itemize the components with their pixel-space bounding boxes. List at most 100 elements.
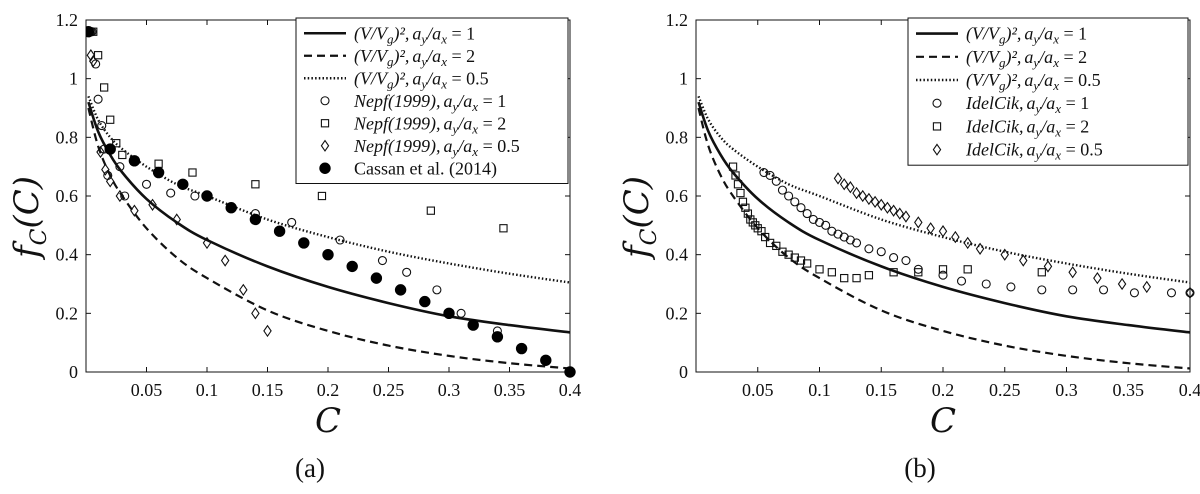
y-tick-label: 0.8 — [56, 127, 79, 147]
legend-text-main: (V/V — [966, 24, 1001, 45]
data-point — [467, 319, 479, 331]
x-axis-label: C — [315, 401, 341, 441]
legend-label: IdelCik, ay/ax = 2 — [965, 116, 1089, 139]
legend-text-sub: x — [1054, 148, 1061, 163]
data-point — [118, 150, 127, 160]
data-point — [1043, 260, 1053, 273]
legend-text-slash: /a — [426, 23, 441, 43]
legend-text-main: IdelCik, — [965, 93, 1023, 113]
legend-text-sub: g — [387, 31, 394, 46]
legend-entry: IdelCik, ay/ax = 0.5 — [932, 140, 1103, 163]
legend-entry: (V/Vg)², ay/ax = 0.5 — [304, 68, 489, 91]
data-point — [152, 166, 165, 179]
legend-label: Cassan et al. (2014) — [354, 158, 497, 179]
data-point — [141, 179, 152, 189]
plot-area — [86, 26, 576, 378]
data-point — [177, 178, 189, 190]
data-point — [765, 170, 775, 181]
x-tick-label: 0.25 — [989, 380, 1021, 400]
data-point — [346, 260, 358, 273]
legend-text-main: IdelCik, — [965, 140, 1023, 160]
data-point — [105, 175, 115, 188]
data-point — [540, 354, 552, 366]
x-tick-label: 0.3 — [1055, 380, 1078, 400]
data-point — [154, 159, 163, 168]
data-point — [777, 185, 788, 195]
legend-text-eq: = 1 — [478, 91, 506, 111]
data-point — [901, 210, 911, 223]
data-point — [765, 238, 775, 248]
data-point — [335, 235, 345, 245]
data-point — [963, 236, 972, 250]
legend-text-eq: = 0.5 — [1061, 140, 1103, 160]
legend-label: IdelCik, ay/ax = 0.5 — [965, 140, 1103, 163]
data-point — [322, 248, 334, 261]
legend-text-sub: x — [471, 99, 478, 114]
legend-text-sub: y — [1033, 148, 1041, 163]
legend-text-slash: /a — [1038, 47, 1053, 67]
series-circle-open — [759, 167, 1195, 298]
data-point — [748, 218, 757, 227]
legend-text-a: a — [443, 136, 452, 156]
data-point — [870, 195, 880, 209]
legend-text-slash: /a — [1040, 116, 1055, 136]
legend-marker-diamond-open — [932, 143, 942, 156]
legend-text-slash: /a — [1038, 70, 1053, 90]
x-tick-label: 0.1 — [808, 380, 831, 400]
legend-text-sub: y — [450, 121, 458, 136]
y-tick-label: 1 — [679, 69, 688, 89]
data-point — [93, 94, 103, 104]
data-point — [115, 162, 125, 172]
legend-box — [295, 17, 569, 184]
legend-text-main: (V/V — [966, 47, 1001, 68]
data-point — [796, 256, 806, 265]
legend-text-slash: /a — [1038, 24, 1053, 44]
data-point — [86, 49, 96, 62]
legend-marker-circle-open — [320, 96, 330, 106]
data-point — [1037, 285, 1047, 295]
data-point — [846, 181, 855, 194]
data-point — [975, 242, 985, 255]
legend-text-sub: g — [387, 76, 394, 91]
data-point — [926, 222, 935, 235]
legend-label: Nepf(1999), ay/ax = 2 — [353, 113, 506, 136]
y-axis-label-subscript: C — [27, 228, 52, 245]
data-point — [1068, 285, 1078, 295]
x-tick-label: 0.4 — [1179, 380, 1200, 400]
data-point — [130, 204, 139, 217]
data-point — [981, 279, 991, 289]
data-point — [876, 247, 886, 257]
data-point — [426, 206, 435, 215]
data-point — [251, 180, 260, 189]
data-point — [790, 197, 800, 207]
legend-text-a: a — [412, 68, 421, 88]
data-point — [876, 198, 886, 211]
legend-text-sub: y — [1033, 101, 1041, 116]
legend-label: (V/Vg)², ay/ax = 0.5 — [354, 68, 489, 91]
legend-text-sub: g — [999, 55, 1006, 70]
data-point — [1166, 288, 1177, 298]
legend-text-sub: g — [387, 54, 394, 69]
data-point — [1006, 282, 1016, 292]
data-point — [298, 237, 310, 249]
legend-box — [907, 17, 1189, 166]
data-point — [419, 295, 431, 308]
legend-label: Nepf(1999), ay/ax = 0.5 — [353, 136, 520, 159]
legend-text-a: a — [1026, 116, 1035, 136]
data-point — [731, 171, 740, 180]
x-tick-label: 0.4 — [559, 380, 582, 400]
legend-text-rest: )², — [393, 23, 410, 44]
data-point — [728, 162, 738, 171]
data-point — [88, 54, 98, 68]
data-point — [91, 59, 101, 69]
data-point — [93, 51, 103, 60]
legend-text-sub: y — [450, 99, 458, 114]
y-tick-label: 0.2 — [56, 303, 79, 323]
legend-text-sub: x — [471, 144, 478, 159]
legend-text-sub: x — [440, 31, 447, 46]
legend-text-eq: = 2 — [1061, 116, 1089, 136]
legend-text-eq: = 2 — [1059, 47, 1087, 67]
data-point — [956, 276, 967, 286]
data-point — [148, 198, 157, 211]
legend-entry: IdelCik, ay/ax = 1 — [932, 93, 1089, 116]
